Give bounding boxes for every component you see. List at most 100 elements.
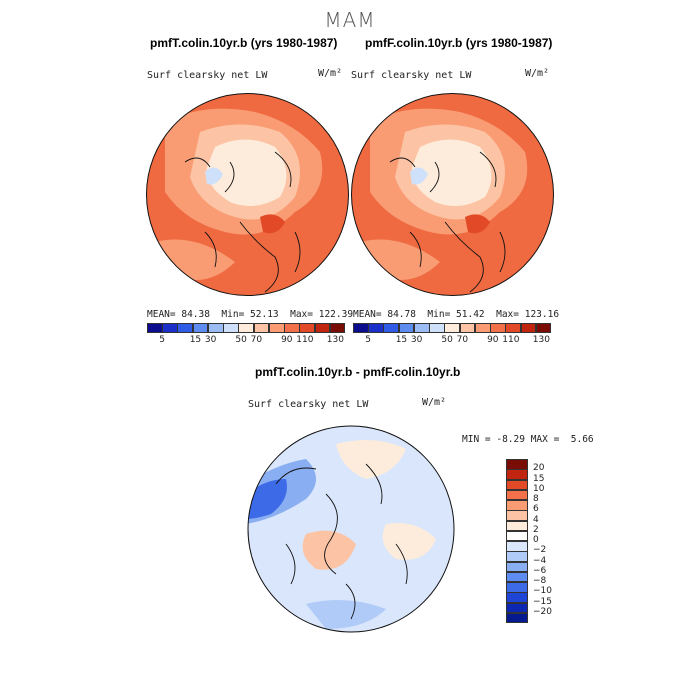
right-colorbar — [353, 323, 552, 333]
right-max-value: 123.16 — [524, 309, 560, 320]
diff-colorbar-label: −15 — [533, 596, 552, 607]
diff-colorbar-swatch — [506, 469, 528, 480]
colorbar-tick-label: 70 — [250, 335, 263, 345]
colorbar-tick-label: 15 — [189, 335, 202, 345]
left-panel-units: W/m² — [318, 68, 343, 79]
diff-colorbar-swatch — [506, 520, 528, 532]
colorbar-swatch — [299, 323, 316, 333]
colorbar-tick-label: 15 — [395, 335, 408, 345]
diff-panel-variable: Surf clearsky net LW — [248, 399, 369, 410]
colorbar-tick-label: 110 — [296, 335, 314, 345]
colorbar-tick-label: 130 — [326, 335, 344, 345]
map-field-peak — [465, 214, 490, 234]
diff-colorbar-label: −8 — [533, 576, 547, 586]
map-field-peak — [260, 214, 285, 234]
diff-colorbar-swatch — [506, 530, 528, 542]
left-panel-stats: MEAN= 84.38 Min= 52.13 Max= 122.39 — [147, 309, 354, 320]
diff-colorbar-swatch — [506, 582, 528, 593]
left-max-value: 122.39 — [318, 309, 354, 320]
colorbar-tick-label: 70 — [456, 335, 469, 345]
diff-colorbar-label: 0 — [533, 535, 539, 545]
colorbar-swatch — [223, 323, 239, 333]
right-colorbar-ticks: 5 15 30 50 70 90 110 130 — [353, 335, 551, 347]
diff-colorbar-swatch — [506, 479, 528, 491]
map-field-coldest — [410, 167, 428, 185]
colorbar-swatch — [162, 323, 178, 333]
colorbar-swatch — [268, 323, 285, 333]
right-mean-value: 84.78 — [387, 309, 416, 320]
diff-colorbar-label: −10 — [533, 586, 552, 597]
season-title: MAM — [324, 8, 376, 32]
colorbar-tick-label: 130 — [532, 335, 550, 345]
right-panel-variable: Surf clearsky net LW — [351, 70, 472, 81]
map-field-negative-2 — [306, 600, 386, 629]
colorbar-swatch — [398, 323, 415, 333]
colorbar-swatch — [368, 323, 384, 333]
diff-colorbar-label: 8 — [533, 494, 539, 504]
colorbar-swatch — [284, 323, 300, 333]
diff-panel-title: pmfT.colin.10yr.b - pmfF.colin.10yr.b — [255, 365, 461, 379]
colorbar-tick-label: 30 — [410, 335, 423, 345]
diff-colorbar-swatch — [506, 561, 528, 573]
diff-colorbar-label: −2 — [533, 545, 547, 556]
diff-colorbar-labels: 20 15 10 8 6 4 2 0 −2 −4 −6 −8 −10 −15 −20 — [533, 459, 573, 623]
colorbar-swatch — [353, 323, 369, 333]
coastlines — [184, 151, 301, 293]
diff-colorbar-label: 20 — [533, 463, 545, 474]
left-colorbar — [147, 323, 346, 333]
map-field-coldest — [205, 167, 223, 185]
diff-colorbar-swatch — [506, 510, 528, 521]
right-panel-units: W/m² — [525, 68, 550, 79]
diff-min-value: -8.29 — [496, 434, 525, 445]
coastlines — [275, 463, 408, 620]
colorbar-swatch — [238, 323, 255, 333]
coastlines — [389, 151, 506, 293]
diff-colorbar-swatch — [506, 500, 528, 511]
colorbar-swatch — [444, 323, 461, 333]
diff-colorbar-label: 10 — [533, 483, 545, 494]
colorbar-swatch — [474, 323, 491, 333]
colorbar-swatch — [177, 323, 194, 333]
diff-colorbar-swatch — [506, 592, 528, 603]
map-field-low — [206, 139, 287, 206]
diff-colorbar — [506, 459, 528, 624]
left-min-value: 52.13 — [250, 309, 279, 320]
colorbar-tick-label: 110 — [502, 335, 520, 345]
diff-colorbar-swatch — [506, 459, 528, 470]
diff-colorbar-label: −20 — [533, 606, 552, 617]
map-field-slightly-positive — [336, 440, 406, 479]
diff-max-value: 5.66 — [570, 434, 594, 445]
colorbar-swatch — [147, 323, 163, 333]
right-min-value: 51.42 — [456, 309, 485, 320]
colorbar-swatch — [383, 323, 400, 333]
diff-colorbar-label: −6 — [533, 565, 547, 576]
colorbar-tick-label: 5 — [159, 335, 165, 345]
colorbar-swatch — [535, 323, 552, 333]
colorbar-tick-label: 50 — [235, 335, 247, 345]
left-mean-value: 84.38 — [181, 309, 210, 320]
diff-colorbar-label: −4 — [533, 555, 547, 566]
colorbar-tick-label: 90 — [281, 335, 293, 345]
colorbar-swatch — [490, 323, 506, 333]
diff-colorbar-label: 15 — [533, 473, 545, 484]
colorbar-swatch — [192, 323, 209, 333]
map-field-low — [411, 139, 492, 206]
diff-colorbar-label: 2 — [533, 524, 539, 535]
colorbar-swatch — [207, 323, 224, 333]
diff-colorbar-swatch — [506, 612, 528, 624]
diff-panel-stats: MIN = -8.29 MAX = 5.66 — [462, 434, 594, 445]
diff-colorbar-label: 6 — [533, 504, 539, 515]
map-field-slightly-positive-2 — [382, 523, 436, 560]
colorbar-swatch — [253, 323, 270, 333]
diff-colorbar-label: 4 — [533, 514, 539, 525]
colorbar-swatch — [429, 323, 445, 333]
colorbar-tick-label: 90 — [487, 335, 499, 345]
colorbar-swatch — [505, 323, 522, 333]
left-colorbar-ticks: 5 15 30 50 70 90 110 130 — [147, 335, 345, 347]
colorbar-tick-label: 5 — [365, 335, 371, 345]
colorbar-swatch — [520, 323, 537, 333]
left-polar-map — [146, 93, 349, 296]
diff-colorbar-swatch — [506, 602, 528, 614]
diff-colorbar-swatch — [506, 541, 528, 552]
left-panel-title: pmfT.colin.10yr.b (yrs 1980-1987) — [150, 36, 338, 50]
